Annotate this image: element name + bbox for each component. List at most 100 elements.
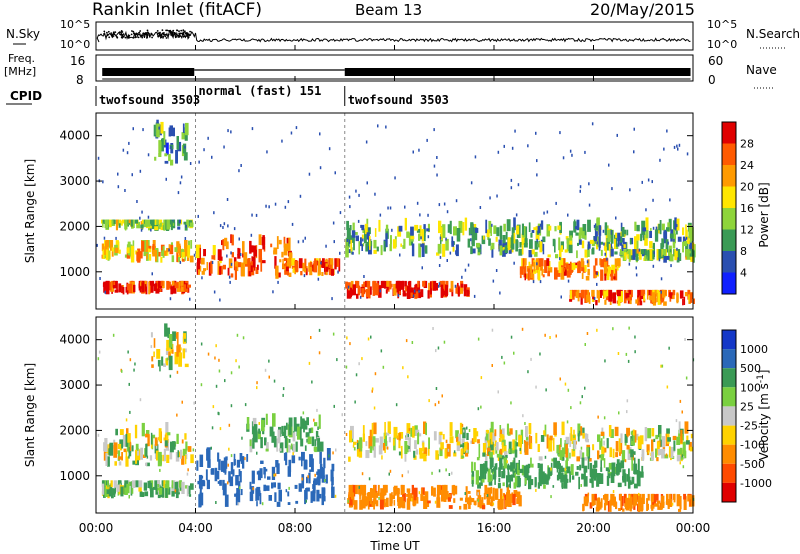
power-cell <box>527 268 530 281</box>
power-cell-sparse <box>394 176 396 180</box>
power-cell <box>513 217 516 231</box>
power-cell <box>158 152 162 157</box>
power-cell <box>580 293 583 305</box>
velocity-cell <box>482 505 486 510</box>
power-cell <box>554 226 557 232</box>
velocity-cell-sparse <box>682 465 685 469</box>
velocity-cell <box>409 493 413 502</box>
power-cell <box>321 272 324 276</box>
velocity-cell <box>501 442 504 453</box>
nsky-point <box>181 32 184 35</box>
velocity-cell <box>639 506 643 512</box>
velocity-cell <box>362 494 366 509</box>
power-cell <box>134 219 138 224</box>
velocity-cell <box>167 432 171 436</box>
power-cell <box>255 267 259 274</box>
power-cell <box>491 242 495 250</box>
velocity-cell <box>298 456 301 461</box>
power-cell <box>402 290 406 295</box>
nsky-point <box>178 33 181 36</box>
velocity-cell-sparse <box>97 357 100 361</box>
velocity-cell-sparse <box>273 473 275 477</box>
velocity-colorbar-label-end: ] <box>757 370 771 375</box>
velocity-cell <box>154 444 159 454</box>
velocity-cell <box>135 480 139 488</box>
velocity-cell-sparse <box>549 336 551 339</box>
velocity-cell-sparse <box>230 404 233 408</box>
power-cell-sparse <box>332 221 335 225</box>
power-cell-sparse <box>281 139 283 143</box>
power-cell <box>278 239 282 245</box>
velocity-cell <box>638 497 642 506</box>
velocity-cell-sparse <box>438 469 441 473</box>
power-cell-sparse <box>593 224 596 228</box>
velocity-cell <box>633 463 638 474</box>
velocity-cell-sparse <box>671 502 674 506</box>
velocity-cell-sparse <box>227 463 229 467</box>
velocity-cell <box>647 428 652 439</box>
power-cell <box>547 266 551 271</box>
nsky-point <box>138 33 140 36</box>
velocity-cell <box>635 433 639 441</box>
power-cell <box>547 270 550 277</box>
velocity-cell <box>605 467 609 472</box>
power-cell <box>121 285 123 293</box>
power-cell <box>221 240 223 246</box>
velocity-cell-sparse <box>587 492 590 496</box>
power-cell-sparse <box>359 295 362 299</box>
velocity-cell-sparse <box>356 439 359 443</box>
power-cell-sparse <box>387 206 389 210</box>
velocity-cell-sparse <box>418 491 421 495</box>
power-cell-sparse <box>443 202 446 206</box>
x-tick-label: 04:00 <box>178 521 213 535</box>
velocity-cell <box>276 463 280 474</box>
velocity-cell <box>134 424 138 439</box>
velocity-cell <box>668 446 671 458</box>
velocity-cell <box>490 432 493 445</box>
power-cell-sparse <box>676 247 678 251</box>
velocity-cell <box>577 423 581 437</box>
power-cell <box>593 236 598 242</box>
velocity-colorbar-label-sup: -1 <box>756 374 766 383</box>
power-cell-sparse <box>139 169 142 173</box>
power-cell <box>617 289 621 297</box>
velocity-cell <box>433 431 437 441</box>
velocity-cell-sparse <box>219 427 222 431</box>
velocity-cell <box>288 439 291 443</box>
velocity-cell <box>249 439 252 447</box>
power-cell <box>361 244 363 251</box>
power-cell-sparse <box>606 257 608 261</box>
power-cell-sparse <box>604 252 606 256</box>
power-cell-sparse <box>184 145 186 149</box>
power-cell <box>621 227 625 237</box>
velocity-cell-sparse <box>434 403 437 407</box>
velocity-cell <box>300 438 304 447</box>
nsky-point <box>172 29 175 32</box>
power-cell <box>587 268 590 276</box>
power-cell-sparse <box>117 185 120 189</box>
power-cell <box>304 258 307 273</box>
velocity-cell-sparse <box>316 408 318 412</box>
velocity-cell-sparse <box>268 359 270 363</box>
velocity-cell-sparse <box>186 472 189 476</box>
power-cell <box>440 284 444 298</box>
power-cell-sparse <box>238 169 240 173</box>
velocity-cell <box>528 423 532 435</box>
velocity-cell <box>504 450 508 457</box>
velocity-cell <box>165 422 169 437</box>
velocity-cell <box>524 441 529 455</box>
velocity-cell-sparse <box>383 436 386 439</box>
velocity-cell <box>651 449 654 454</box>
velocity-cell <box>303 420 307 429</box>
power-cell-sparse <box>669 198 671 202</box>
velocity-cell <box>361 484 365 496</box>
power-cell <box>395 283 398 289</box>
power-cell <box>410 226 414 236</box>
power-cell <box>400 243 402 247</box>
velocity-cell <box>127 433 131 443</box>
velocity-cell <box>584 433 589 442</box>
velocity-cell <box>680 429 683 444</box>
velocity-cell <box>448 497 451 502</box>
velocity-cell <box>289 445 293 450</box>
velocity-cell <box>372 436 376 451</box>
